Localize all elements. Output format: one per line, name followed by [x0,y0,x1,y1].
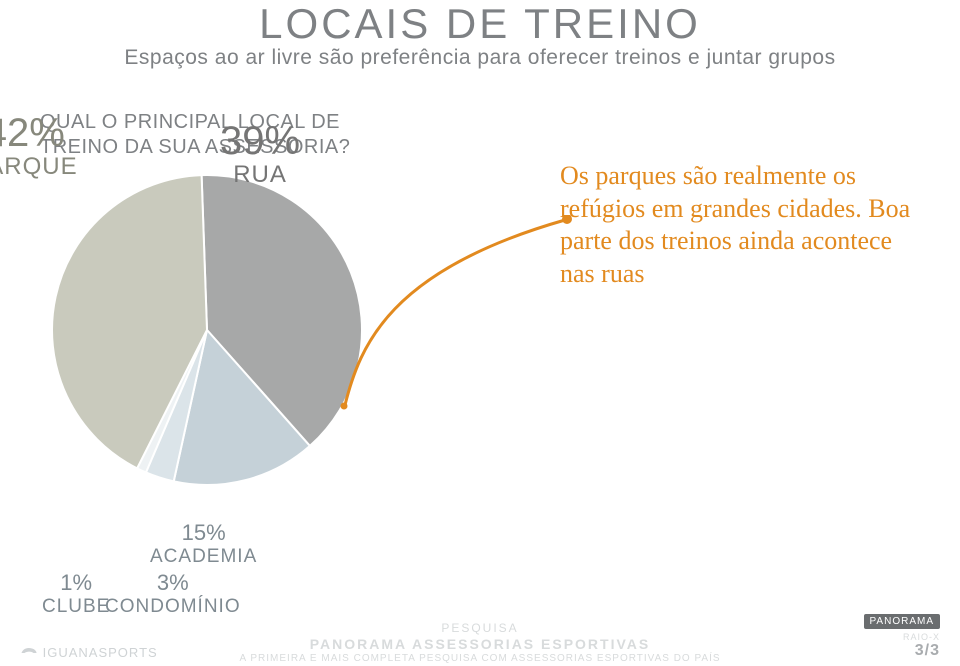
footer-page: 3/3 [864,642,941,660]
pie-pct-parque: 42% [0,112,78,154]
footer-line1: PESQUISA [0,621,960,635]
pie-label-parque: 42% PARQUE [0,112,78,179]
footer-line3: A PRIMEIRA E MAIS COMPLETA PESQUISA COM … [0,653,960,664]
footer-line2: PANORAMA ASSESSORIAS ESPORTIVAS [0,636,960,652]
annotation-note: Os parques são realmente os refúgios em … [560,160,920,290]
pie-name-rua: RUA [220,162,300,187]
pie-pct-rua: 39% [220,120,300,162]
header: LOCAIS DE TREINO Espaços ao ar livre são… [0,0,960,70]
pie-pct-condominio: 3% [105,570,241,596]
pie-name-academia: ACADEMIA [150,546,257,568]
page-title: LOCAIS DE TREINO [0,0,960,48]
survey-question: QUAL O PRINCIPAL LOCAL DE TREINO DA SUA … [40,110,360,160]
pie-chart [52,175,362,485]
footer-sub: RAIO-X [864,632,941,642]
pie-name-parque: PARQUE [0,154,78,179]
pie-svg [52,175,362,485]
pie-pct-academia: 15% [150,520,257,546]
annotation-arrow-icon [335,215,595,425]
footer-badge: PANORAMA [864,614,941,629]
pie-label-academia: 15% ACADEMIA [150,520,257,568]
footer-right: PANORAMA RAIO-X 3/3 [864,611,941,660]
footer-center: PESQUISA PANORAMA ASSESSORIAS ESPORTIVAS… [0,621,960,664]
pie-pct-clube: 1% [42,570,110,596]
footer: IGUANASPORTS PESQUISA PANORAMA ASSESSORI… [0,610,960,666]
page-subtitle: Espaços ao ar livre são preferência para… [0,46,960,70]
pie-label-rua: 39% RUA [220,120,300,187]
